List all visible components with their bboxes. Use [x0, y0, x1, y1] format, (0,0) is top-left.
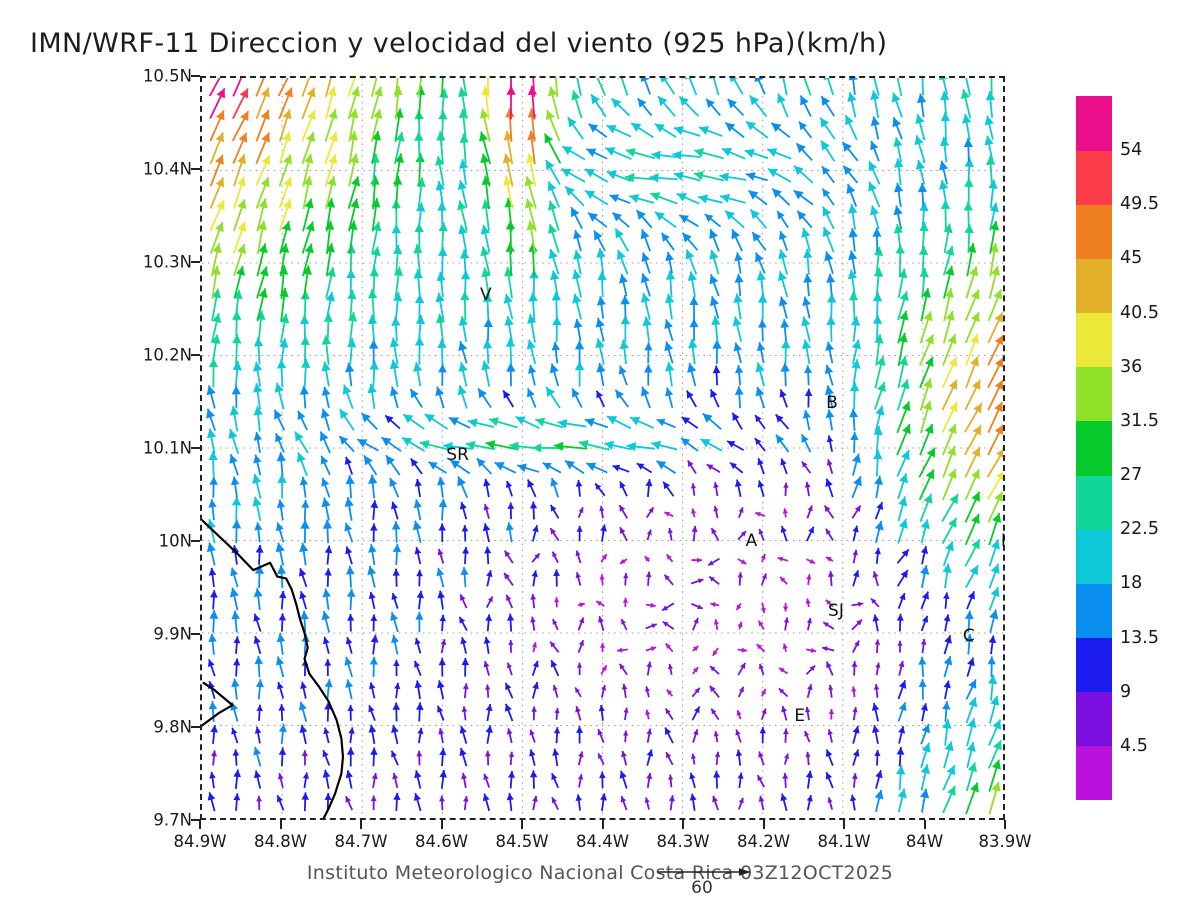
footer-credit: Instituto Meteorologico Nacional Costa R…	[306, 862, 894, 884]
x-axis-tick-label: 84.7W	[334, 832, 388, 851]
colorbar-band	[1076, 475, 1112, 530]
y-axis-tick-label: 9.9N	[153, 624, 192, 644]
city-label-a: A	[745, 531, 758, 551]
x-axis-tick	[923, 820, 926, 829]
colorbar-band	[1076, 204, 1112, 259]
colorbar-tick-label: 54	[1120, 140, 1143, 161]
x-axis-tick-label: 84.4W	[575, 832, 630, 851]
x-axis-tick-label: 84.6W	[414, 832, 469, 851]
city-label-v: V	[479, 284, 492, 305]
y-axis-tick	[191, 819, 200, 821]
x-axis-tick	[601, 820, 604, 829]
x-axis-tick-label: 84.5W	[495, 832, 549, 851]
x-axis-tick	[682, 820, 684, 829]
reference-vector-arrow	[657, 868, 751, 876]
y-axis-tick	[191, 168, 200, 170]
x-axis-tick	[199, 820, 201, 829]
y-axis-tick-label: 10.5N	[142, 66, 192, 86]
city-label-sj: SJ	[828, 600, 844, 621]
colorbar-band	[1076, 691, 1112, 747]
city-label-c: C	[962, 625, 975, 646]
x-axis-tick	[440, 820, 443, 829]
x-axis-tick-label: 84.1W	[817, 832, 871, 851]
x-axis-tick-label: 84.9W	[173, 832, 227, 851]
map-plot-area	[200, 76, 1005, 820]
page-title: IMN/WRF-11 Direccion y velocidad del vie…	[30, 28, 888, 59]
x-axis-tick	[521, 820, 523, 829]
colorbar-tick-label: 18	[1120, 573, 1143, 594]
colorbar-band	[1076, 366, 1112, 422]
x-axis-tick-label: 83.9W	[978, 832, 1032, 851]
y-axis-tick-label: 10N	[158, 531, 192, 551]
x-axis-tick	[1004, 820, 1006, 829]
x-axis-tick-label: 84.3W	[656, 832, 710, 851]
y-axis-tick	[191, 447, 200, 449]
city-label-i: I	[1000, 531, 1006, 551]
colorbar-tick-label: 45	[1120, 248, 1143, 269]
x-axis-tick	[843, 820, 845, 829]
x-axis-tick	[360, 820, 362, 829]
y-axis-tick-label: 10.3N	[142, 252, 192, 272]
colorbar-band	[1076, 312, 1112, 368]
wind-vector-field	[206, 78, 1003, 815]
colorbar-band	[1076, 745, 1112, 801]
city-label-e: E	[794, 705, 806, 726]
colorbar-tick-label: 9	[1120, 681, 1132, 702]
x-axis-tick-label: 84W	[905, 832, 944, 851]
colorbar-legend[interactable]: 4.5 9 13.5 18 22.5 27 31.5 36 40.5 45 49.5 54	[1076, 96, 1159, 801]
colorbar-band	[1076, 420, 1112, 476]
colorbar-tick-label: 27	[1120, 465, 1143, 486]
x-axis-tick-label: 84.8W	[253, 832, 308, 851]
y-axis-tick	[191, 540, 200, 542]
colorbar-tick-label: 13.5	[1120, 627, 1159, 648]
colorbar-band	[1076, 529, 1112, 584]
y-axis-tick-label: 10.4N	[142, 159, 192, 179]
colorbar-band	[1076, 637, 1112, 693]
coastline-overlay	[202, 519, 345, 818]
y-axis-tick	[191, 726, 200, 728]
colorbar-band	[1076, 583, 1112, 639]
colorbar-tick-label: 49.5	[1120, 194, 1159, 215]
colorbar-tick-label: 22.5	[1120, 519, 1159, 540]
y-axis-tick	[191, 633, 200, 635]
colorbar-tick-label: 31.5	[1120, 410, 1159, 431]
colorbar-tick-label: 36	[1120, 356, 1143, 377]
x-axis-tick	[279, 820, 282, 829]
city-label-b: B	[826, 393, 838, 414]
city-label-sr: SR	[446, 444, 469, 465]
colorbar-band	[1076, 258, 1112, 314]
reference-vector-label: 60	[691, 878, 713, 898]
colorbar-band	[1076, 150, 1112, 205]
y-axis-tick-label: 9.7N	[153, 810, 192, 830]
y-axis-tick-label: 10.2N	[142, 345, 192, 365]
y-axis-tick	[191, 354, 200, 356]
y-axis-tick	[191, 261, 200, 263]
colorbar-tick-label: 4.5	[1120, 735, 1148, 756]
y-axis-tick-label: 10.1N	[142, 438, 192, 458]
y-axis-tick-label: 9.8N	[153, 717, 192, 737]
x-axis-tick-label: 84.2W	[736, 832, 791, 851]
x-axis-tick	[762, 820, 765, 829]
colorbar-band	[1076, 96, 1112, 151]
colorbar-tick-label: 40.5	[1120, 302, 1159, 323]
y-axis-tick	[191, 75, 200, 77]
